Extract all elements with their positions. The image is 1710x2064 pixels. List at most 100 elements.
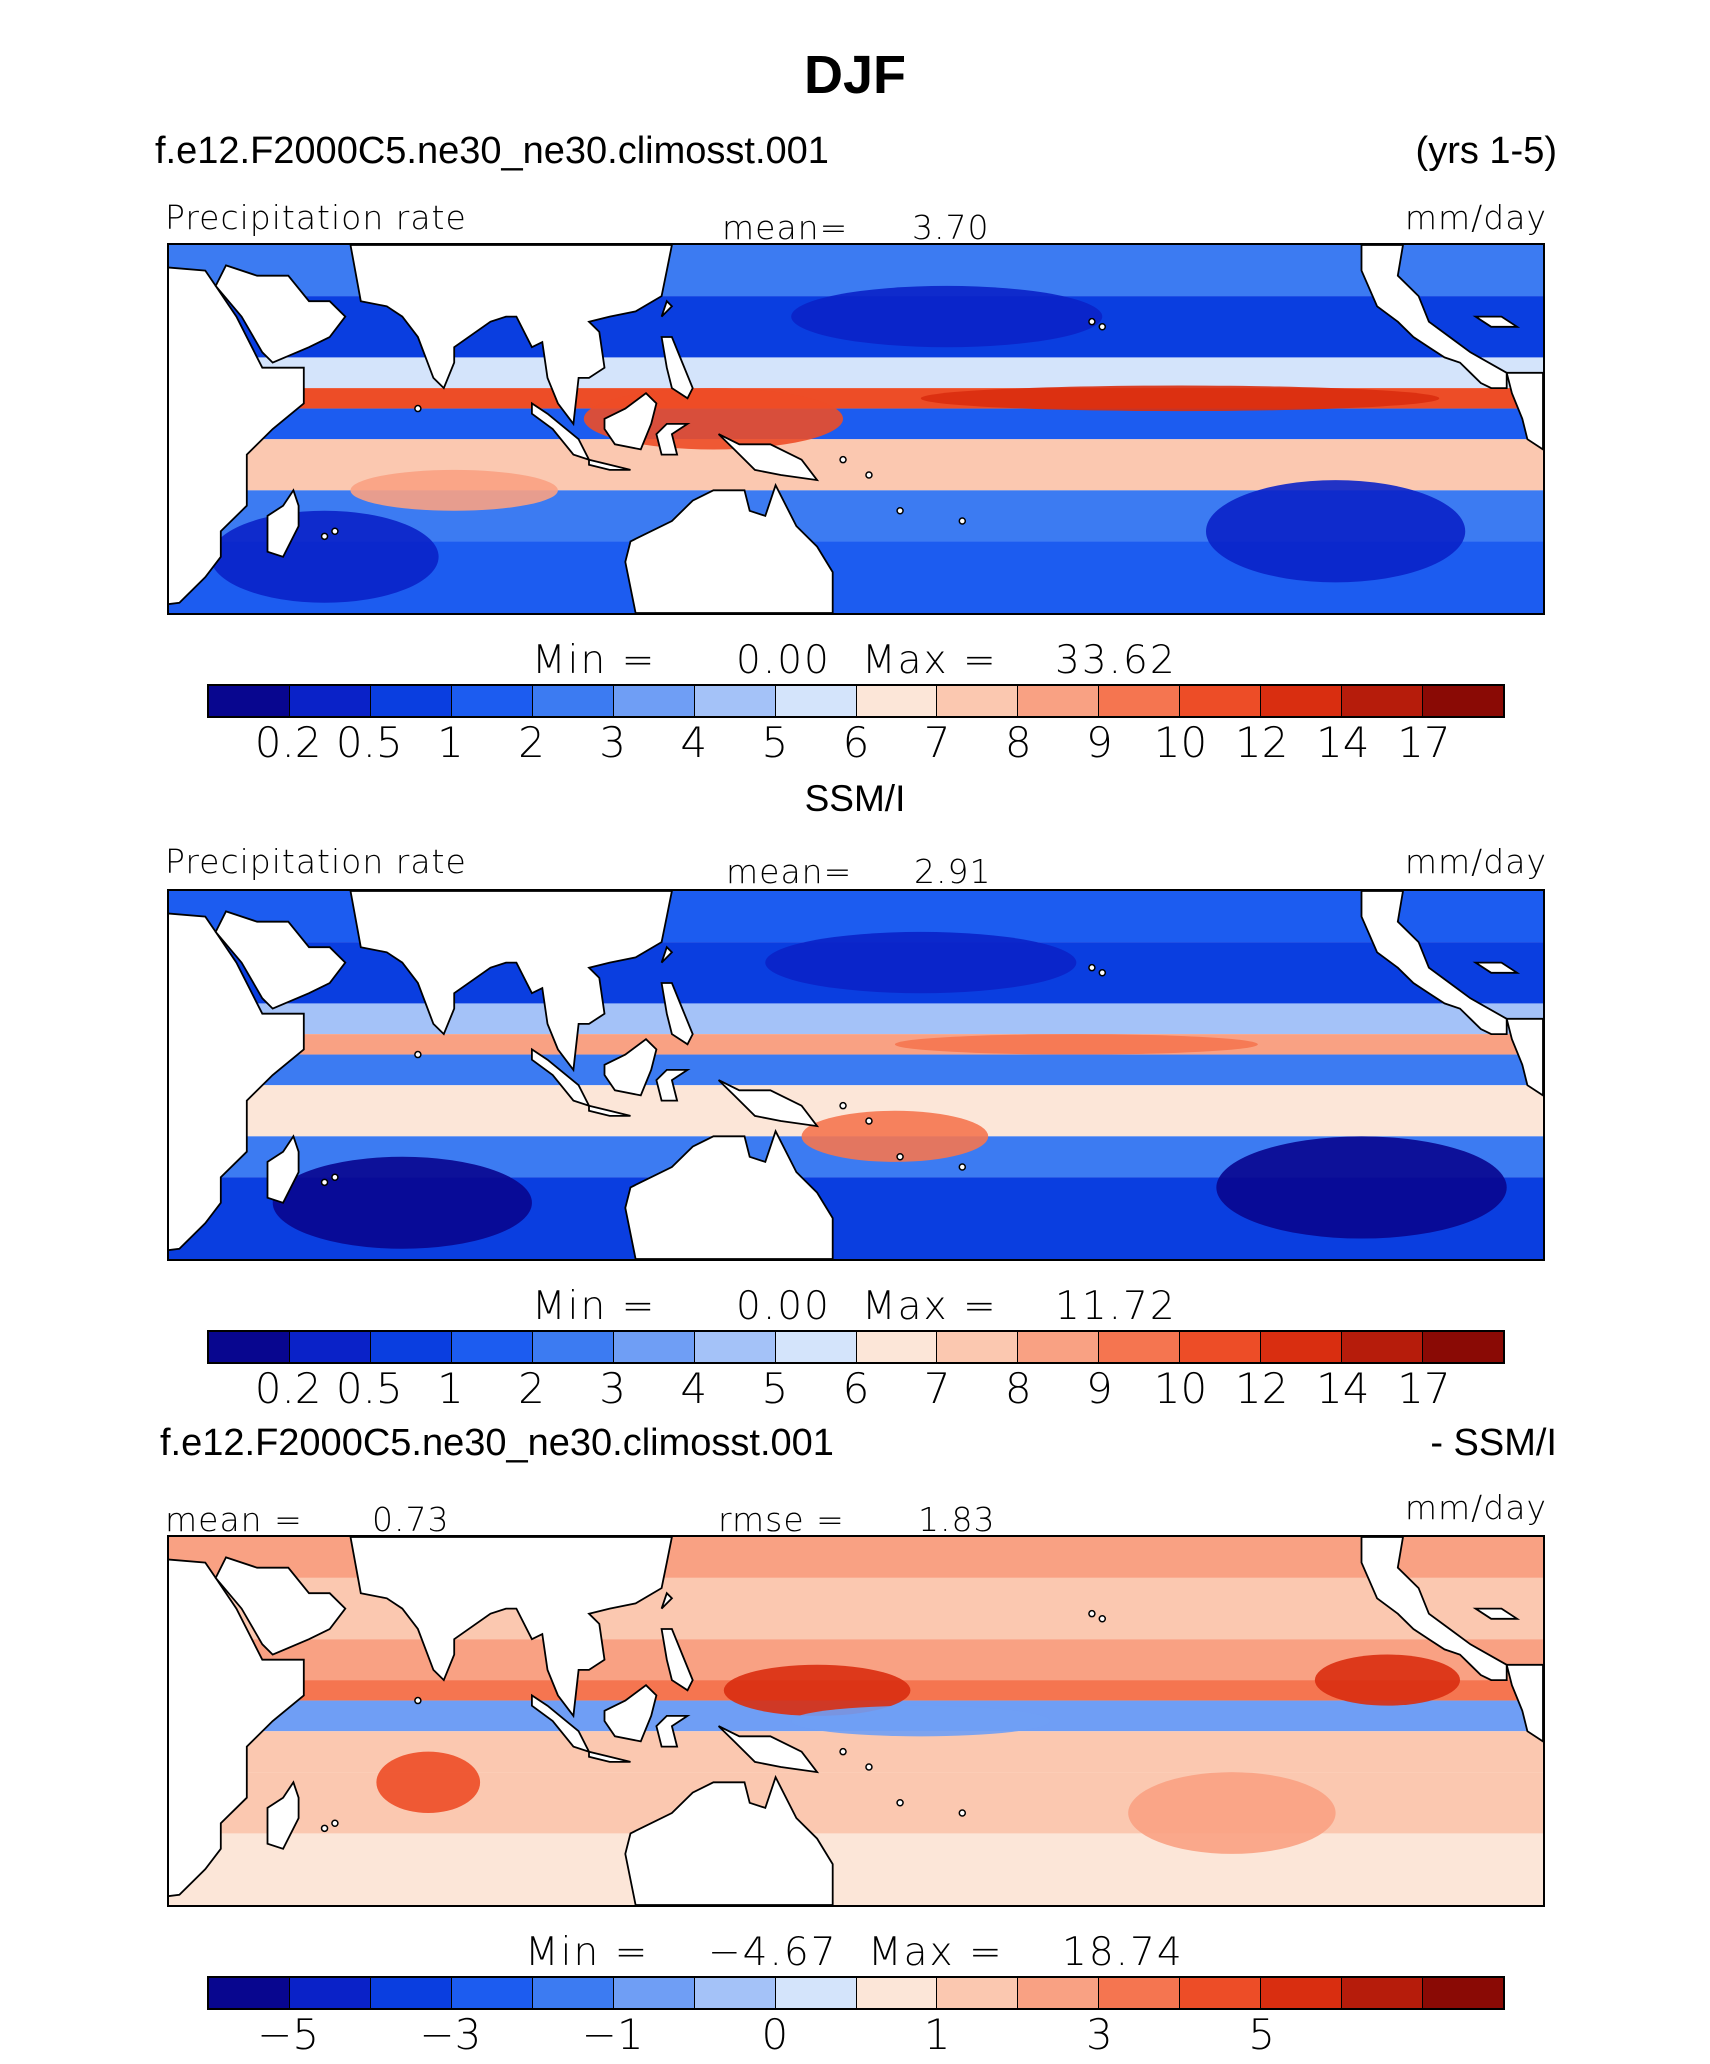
colorbar-box [1342, 686, 1424, 716]
landmass-samerica [1505, 371, 1543, 451]
colorbar-box [1099, 1978, 1181, 2008]
colorbar-box [370, 1332, 452, 1362]
landmass-newguinea [717, 1725, 820, 1774]
colorbar-tick-label: 4 [680, 718, 708, 767]
colorbar-box [775, 686, 857, 716]
colorbar-tick-label: 2 [518, 1364, 545, 1413]
colorbar-box [451, 1978, 533, 2008]
panel3-mean-label: mean = [165, 1500, 303, 1539]
panel1-colorbar [207, 684, 1505, 718]
landmass-cuba [1472, 1607, 1521, 1620]
landmass-borneo [603, 1684, 658, 1743]
colorbar-box [289, 686, 371, 716]
colorbar-box [370, 1978, 452, 2008]
colorbar-tick-label: 0 [761, 2010, 789, 2059]
colorbar-tick-label: 1 [437, 1364, 464, 1413]
colorbar-tick-label: 9 [1086, 1364, 1113, 1413]
landmass-sumatra [530, 1047, 591, 1108]
landmass-mexico [1360, 1537, 1508, 1682]
panel1-min-value: 0.00 [736, 638, 831, 683]
years-label: (yrs 1-5) [1415, 130, 1557, 172]
landmass-india [349, 1537, 673, 1719]
panel3-rmse-label: rmse = [718, 1500, 845, 1539]
colorbar-tick-label: 14 [1316, 718, 1370, 767]
panel2-min-label: Min = [532, 1284, 657, 1329]
colorbar-box [1342, 1332, 1424, 1362]
landmass-australia [624, 482, 834, 613]
panel1-units-label: mm/day [1404, 198, 1547, 237]
colorbar-tick-label: 8 [1004, 1364, 1032, 1413]
panel2-min-value: 0.00 [736, 1284, 831, 1329]
colorbar-tick-label: 9 [1086, 718, 1113, 767]
colorbar-tick-label: 17 [1397, 1364, 1451, 1413]
colorbar-tick-label: −5 [257, 2010, 320, 2059]
colorbar-box [209, 1978, 290, 2008]
diff-case-label: f.e12.F2000C5.ne30_ne30.climosst.001 [160, 1422, 834, 1464]
panel2-colorbar-ticks: 0.2 0.5 1 2 3 4 5 6 7 8 9 10 12 14 17 [0, 1364, 1710, 1414]
colorbar-tick-label: 6 [842, 1364, 870, 1413]
colorbar-tick-label: 1 [923, 2010, 951, 2059]
colorbar-box [937, 1978, 1019, 2008]
panel2-mean-label: mean= [726, 852, 853, 891]
landmass-australia [624, 1128, 834, 1259]
landmass-mexico [1360, 891, 1508, 1036]
panel2-units-label: mm/day [1404, 842, 1547, 881]
colorbar-box [613, 1332, 695, 1362]
panel1-colorbar-ticks: 0.2 0.5 1 2 3 4 5 6 7 8 9 10 12 14 17 [0, 718, 1710, 768]
colorbar-tick-label: 7 [923, 718, 951, 767]
colorbar-box [289, 1978, 371, 2008]
landmass-taiwan [660, 945, 674, 964]
landmass-newguinea [717, 433, 820, 482]
colorbar-box [613, 1978, 695, 2008]
landmass-cuba [1472, 315, 1521, 328]
landmass-madagascar [266, 1780, 300, 1850]
colorbar-box [1018, 686, 1100, 716]
colorbar-box [451, 1332, 533, 1362]
colorbar-box [1423, 686, 1503, 716]
landmass-sulawesi [655, 1714, 691, 1748]
landmass-samerica [1505, 1663, 1543, 1743]
panel3-units-label: mm/day [1404, 1488, 1547, 1527]
panel3-diff-map [167, 1535, 1545, 1907]
colorbar-box [209, 686, 290, 716]
colorbar-box [937, 1332, 1019, 1362]
colorbar-box [1261, 686, 1343, 716]
landmass-madagascar [266, 1134, 300, 1204]
colorbar-box [1018, 1978, 1100, 2008]
landmass-taiwan [660, 1591, 674, 1610]
landmass-philippines [660, 1628, 694, 1692]
landmass-sulawesi [655, 1068, 691, 1102]
colorbar-tick-label: 12 [1234, 718, 1289, 767]
landmass-newguinea [717, 1079, 820, 1128]
colorbar-box [856, 1978, 938, 2008]
colorbar-box [370, 686, 452, 716]
colorbar-tick-label: 12 [1234, 1364, 1289, 1413]
colorbar-box [532, 1978, 614, 2008]
colorbar-tick-label: 10 [1153, 1364, 1208, 1413]
landmass-java [588, 458, 631, 471]
colorbar-tick-label: 0.2 [254, 718, 322, 767]
colorbar-box [1342, 1978, 1424, 2008]
landmass-australia [624, 1774, 834, 1905]
landmass-borneo [603, 1038, 658, 1097]
colorbar-box [856, 686, 938, 716]
landmass-sulawesi [655, 422, 691, 456]
landmass-java [588, 1104, 631, 1117]
colorbar-tick-label: −3 [419, 2010, 482, 2059]
panel2-max-value: 11.72 [1055, 1284, 1177, 1329]
colorbar-tick-label: −1 [581, 2010, 644, 2059]
panel3-mean-value: 0.73 [372, 1500, 450, 1539]
landmass-madagascar [266, 488, 300, 558]
colorbar-box [1423, 1978, 1503, 2008]
panel2-max-label: Max = [862, 1284, 998, 1329]
panel3-rmse-value: 1.83 [918, 1500, 996, 1539]
panel2-variable-label: Precipitation rate [165, 842, 467, 881]
landmass-africa [169, 266, 305, 605]
obs-name-label: SSM/I [804, 778, 906, 819]
panel1-variable-label: Precipitation rate [165, 198, 467, 237]
colorbar-box [1180, 1978, 1262, 2008]
colorbar-box [1261, 1978, 1343, 2008]
landmass-india [349, 245, 673, 427]
colorbar-tick-label: 5 [761, 718, 789, 767]
colorbar-tick-label: 6 [842, 718, 870, 767]
